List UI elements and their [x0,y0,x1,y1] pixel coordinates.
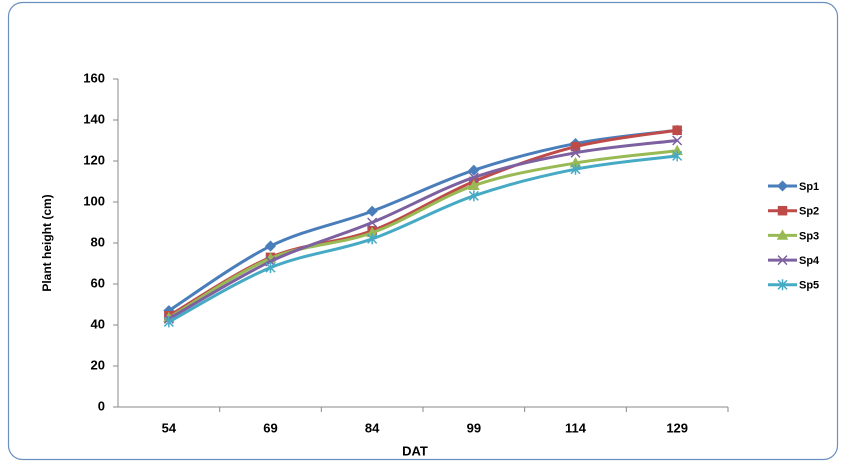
x-tick-label: 84 [365,420,380,435]
x-axis-label: DAT [402,443,428,458]
legend: Sp1 Sp2 Sp3 Sp4 Sp5 [768,180,820,292]
marker [366,205,378,217]
line [168,128,678,312]
y-tick-label: 100 [83,193,105,208]
marker [570,147,581,158]
legend-label: Sp2 [799,206,819,218]
marker [672,135,683,146]
marker [163,316,174,328]
marker [468,164,480,176]
y-tick-label: 20 [91,357,105,372]
marker [468,190,479,202]
line [168,154,678,324]
marker [672,150,683,162]
y-axis-label: Plant height (cm) [40,194,54,291]
x-tick-label: 99 [467,420,481,435]
marker [468,172,479,183]
line [168,149,678,320]
legend-label: Sp4 [799,255,820,267]
marker [367,233,378,245]
marker [672,125,682,135]
marker [265,262,276,274]
x-tick-label: 69 [263,420,277,435]
marker [570,163,581,175]
marker [570,141,581,152]
y-tick-label: 0 [98,398,105,413]
x-tick-label: 114 [565,420,587,435]
marker [777,255,788,266]
y-tick-label: 120 [83,152,105,167]
legend-label: Sp3 [799,230,819,242]
y-tick-label: 140 [83,111,105,126]
marker [468,179,480,190]
y-tick-label: 60 [91,275,105,290]
y-tick-label: 80 [91,234,105,249]
chart-frame [7,1,839,461]
marker [776,229,789,240]
y-tick-label: 160 [83,70,105,85]
marker [777,279,788,291]
marker [777,205,788,216]
line [168,139,678,321]
legend-label: Sp1 [799,181,819,193]
marker [776,180,789,192]
x-tick-label: 129 [666,420,688,435]
marker [264,240,277,252]
y-tick-label: 40 [91,316,105,331]
x-tick-label: 54 [162,420,177,435]
marker [367,217,378,228]
legend-label: Sp5 [799,280,819,292]
